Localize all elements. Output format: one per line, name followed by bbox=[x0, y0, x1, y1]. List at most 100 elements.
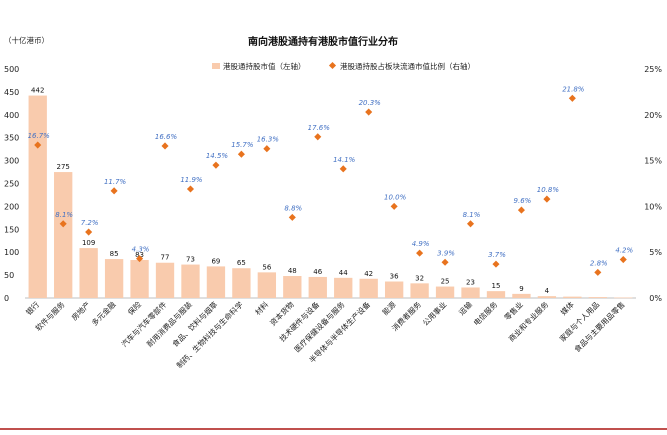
bar bbox=[257, 272, 277, 298]
ratio-value-label: 20.3% bbox=[359, 99, 382, 107]
right-tick-label: 0% bbox=[649, 294, 662, 303]
bar-value-label: 9 bbox=[519, 285, 523, 293]
bar bbox=[512, 293, 531, 298]
bar bbox=[614, 297, 633, 299]
left-tick-label: 250 bbox=[4, 180, 19, 189]
left-tick-label: 350 bbox=[4, 134, 19, 143]
left-tick-label: 500 bbox=[4, 65, 19, 74]
bar-value-label: 69 bbox=[211, 257, 220, 265]
ratio-marker bbox=[466, 220, 475, 228]
category-label: 耐用消费品与服装 bbox=[144, 299, 194, 349]
ratio-value-label: 10.8% bbox=[537, 186, 560, 194]
bar-value-label: 56 bbox=[262, 263, 271, 271]
category-label: 媒体 bbox=[558, 299, 576, 317]
ratio-marker bbox=[314, 133, 322, 141]
ratio-value-label: 3.9% bbox=[437, 249, 455, 257]
left-tick-label: 300 bbox=[4, 157, 19, 166]
ratio-value-label: 15.7% bbox=[231, 141, 254, 149]
ratio-value-label: 16.6% bbox=[155, 133, 178, 141]
bar bbox=[206, 266, 226, 298]
legend-bar-label: 港股通持股市值（左轴） bbox=[223, 61, 306, 71]
bars bbox=[28, 95, 633, 299]
bar-value-label: 32 bbox=[415, 274, 424, 282]
bar-value-label: 25 bbox=[441, 278, 450, 286]
right-axis: 0% 5% 10% 15% 20% 25% bbox=[644, 65, 662, 303]
ratio-value-label: 2.8% bbox=[590, 259, 608, 267]
left-tick-label: 50 bbox=[4, 271, 14, 280]
bar-value-label: 42 bbox=[364, 270, 373, 278]
bar bbox=[155, 262, 175, 298]
ratio-value-label: 11.9% bbox=[180, 176, 203, 184]
category-label: 公用事业 bbox=[420, 299, 449, 328]
chart-title: 南向港股通持有港股市值行业分布 bbox=[248, 35, 398, 48]
legend-marker-swatch bbox=[328, 61, 337, 70]
ratio-value-label: 8.1% bbox=[55, 211, 73, 219]
markers bbox=[34, 94, 627, 276]
ratio-marker bbox=[263, 145, 271, 153]
bar bbox=[334, 277, 353, 298]
bar bbox=[410, 283, 429, 298]
bar bbox=[359, 278, 378, 298]
pct-labels: 16.7% 8.1% 7.2% 11.7% 4.3% 16.6% 11.9% 14.5%15.… bbox=[28, 85, 634, 267]
bar-value-label: 77 bbox=[161, 254, 170, 262]
bar-value-label: 36 bbox=[390, 273, 399, 281]
ratio-marker bbox=[390, 202, 398, 210]
ratio-marker bbox=[136, 255, 144, 263]
category-label: 汽车与汽车零部件 bbox=[119, 299, 169, 349]
bar bbox=[79, 248, 98, 298]
ratio-value-label: 4.9% bbox=[412, 240, 430, 248]
bar bbox=[283, 276, 302, 298]
category-label: 运输 bbox=[456, 299, 474, 317]
bar bbox=[54, 172, 73, 298]
ratio-marker bbox=[110, 187, 118, 195]
ratio-value-label: 4.3% bbox=[132, 246, 150, 254]
ratio-marker bbox=[161, 142, 169, 150]
ratio-value-label: 11.7% bbox=[104, 178, 127, 186]
category-label: 食品、饮料与烟草 bbox=[170, 299, 220, 349]
bar-value-label: 44 bbox=[339, 269, 348, 277]
ratio-value-label: 10.0% bbox=[384, 193, 407, 201]
bar bbox=[308, 276, 327, 298]
bar-value-label: 48 bbox=[288, 267, 297, 275]
ratio-value-label: 16.7% bbox=[28, 132, 51, 140]
bar-value-label: 46 bbox=[313, 268, 322, 276]
left-tick-label: 150 bbox=[4, 225, 19, 234]
ratio-marker bbox=[212, 161, 220, 169]
bar bbox=[563, 296, 582, 298]
ratio-marker bbox=[365, 108, 373, 116]
category-label: 零售业 bbox=[502, 299, 525, 322]
left-tick-label: 200 bbox=[4, 202, 19, 211]
bar-value-label: 83 bbox=[135, 251, 144, 259]
bar-value-label: 15 bbox=[492, 282, 501, 290]
bar bbox=[130, 259, 149, 298]
bar-value-label: 4 bbox=[545, 287, 550, 295]
ratio-value-label: 17.6% bbox=[308, 124, 331, 132]
legend-marker-label: 港股通持股占板块流通市值比例（右轴） bbox=[340, 61, 475, 71]
ratio-marker bbox=[416, 249, 424, 257]
bar bbox=[486, 291, 506, 298]
ratio-marker bbox=[543, 195, 551, 203]
bar-value-label: 23 bbox=[466, 278, 475, 286]
category-label: 房地产 bbox=[69, 299, 92, 322]
ratio-value-label: 9.6% bbox=[514, 197, 532, 205]
right-tick-label: 15% bbox=[644, 157, 662, 166]
bar bbox=[104, 259, 124, 298]
left-tick-label: 0 bbox=[4, 294, 9, 303]
category-label: 保险 bbox=[125, 299, 143, 317]
legend: 港股通持股市值（左轴） 港股通持股占板块流通市值比例（右轴） bbox=[212, 61, 475, 71]
ratio-marker bbox=[594, 268, 602, 276]
ratio-value-label: 4.2% bbox=[615, 247, 633, 255]
left-tick-label: 100 bbox=[4, 248, 19, 257]
right-tick-label: 20% bbox=[644, 111, 662, 120]
bar bbox=[232, 268, 251, 298]
category-label: 能源 bbox=[380, 299, 398, 317]
ratio-value-label: 8.1% bbox=[463, 211, 481, 219]
ratio-marker bbox=[59, 220, 67, 228]
bar-value-label: 442 bbox=[31, 87, 44, 95]
ratio-value-label: 3.7% bbox=[488, 251, 506, 259]
bar-value-label: 85 bbox=[110, 250, 119, 258]
ratio-marker bbox=[619, 255, 627, 264]
ratio-marker bbox=[517, 206, 525, 214]
